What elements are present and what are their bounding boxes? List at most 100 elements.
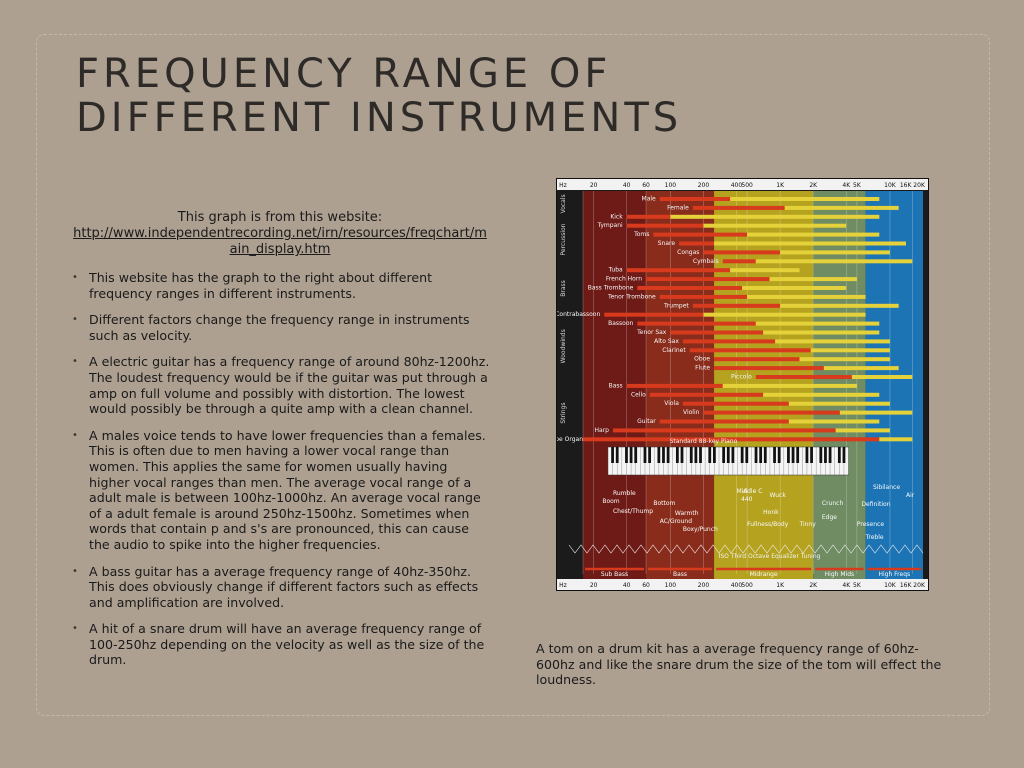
piano-black-key [805,447,809,463]
instrument-label: Cello [631,391,646,398]
instrument-label: Harp [595,427,610,434]
piano-black-key [708,447,712,463]
bar-fundamental [659,419,789,424]
spectrum-band-4 [865,191,923,581]
group-label: Strings [560,403,567,424]
bar-harmonic [742,286,847,290]
piano-black-key [675,447,679,463]
piano-black-key [740,447,744,463]
tom-note: A tom on a drum kit has a average freque… [536,641,942,688]
piano-black-key [722,447,726,463]
group-label: Brass [560,280,567,297]
instrument-label: Oboe [694,356,710,363]
zone-label: A [743,488,748,495]
bar-harmonic [670,214,880,219]
bar-harmonic [788,401,890,406]
bar-harmonic [763,330,880,335]
zone-label: Rumble [613,490,636,497]
bar-fundamental [637,321,756,326]
bar-harmonic [703,312,866,317]
zone-label: Treble [865,534,884,541]
zone-label: Definition [861,501,890,508]
source-link[interactable]: http://www.independentrecording.net/irn/… [73,226,487,257]
bar-fundamental [626,223,704,228]
bar-harmonic [763,392,880,397]
zone-label: Bottom [653,500,675,507]
instrument-label: Congas [677,249,699,256]
instrument-label: Pipe Organ [557,436,583,443]
piano-black-key [754,447,758,463]
bar-harmonic [784,205,899,210]
instrument-label: Tenor Sax [636,329,667,336]
bar-harmonic [879,437,913,442]
instrument-label: Snare [658,240,676,247]
bar-harmonic [722,383,857,388]
bar-fundamental [659,294,748,299]
instrument-label: French Horn [606,276,642,283]
bottom-tick-label: 10K [884,582,897,589]
bar-fundamental [637,286,743,290]
top-axis-bar [557,179,928,190]
piano-black-key [824,447,827,463]
source-intro: This graph is from this website: [177,210,383,225]
instrument-label: Toms [633,231,649,238]
piano-black-key [842,447,846,463]
zone-label: Middle C [736,488,762,495]
bar-fundamental [689,348,811,353]
top-tick-label: 40 [623,182,631,189]
bar-fundamental [583,437,880,442]
instrument-label: Tuba [608,267,623,274]
piano-black-key [680,447,684,463]
piano-black-key [819,447,823,463]
bottom-tick-label: 500 [741,582,753,589]
bar-fundamental [612,428,836,433]
bar-harmonic [839,410,913,415]
bar-harmonic [730,197,880,201]
band-label: High Freqs [878,571,910,578]
bullet-icon: • [72,356,78,368]
instrument-label: Viola [664,400,679,407]
top-tick-label: 5K [853,182,862,189]
zone-label: Presence [857,521,884,528]
zone-label: Honk [763,509,779,516]
zone-label: Boxy/Punch [683,526,718,533]
instrument-label: Female [667,204,689,211]
instrument-label: Clarinet [662,347,686,354]
bullet-text: Different factors change the frequency r… [89,312,470,343]
group-label: Percussion [560,223,567,255]
bar-harmonic [747,294,866,299]
bottom-tick-label: 60 [642,582,650,589]
band-label: Midrange [750,571,778,578]
piano-black-key [657,447,661,463]
piano-black-key [615,447,619,463]
zone-label: Fullness/Body [747,521,789,528]
top-tick-label: 10K [884,182,897,189]
bar-harmonic [714,241,906,246]
piano-black-key [712,447,716,463]
piano-black-key [763,447,767,463]
piano-black-key [726,447,730,463]
bullet-text: A males voice tends to have lower freque… [89,427,486,552]
list-item: • A electric guitar has a frequency range… [72,354,490,416]
piano-black-key [777,447,781,463]
bottom-axis-bar [557,579,928,590]
instrument-label: Violin [683,409,700,416]
bullet-icon: • [72,314,78,326]
piano-black-key [759,447,763,463]
piano-black-key [643,447,647,463]
bottom-tick-label: 2K [809,582,818,589]
group-strip [557,190,569,579]
piano-black-key [634,447,638,463]
group-label: Vocals [560,194,567,213]
list-item: • A males voice tends to have lower frequ… [72,428,490,553]
bar-fundamental [649,392,764,397]
list-item: • This website has the graph to the right… [72,270,490,301]
title-line-1: FREQUENCY RANGE OF [76,51,612,97]
piano-black-key [699,447,702,463]
zone-label: Chest/Thump [613,508,653,515]
piano-black-key [731,447,735,463]
zone-label: AC/Ground [660,518,692,525]
instrument-label: Flute [695,365,710,372]
bottom-tick-label: 100 [665,582,677,589]
bar-harmonic [747,232,880,237]
